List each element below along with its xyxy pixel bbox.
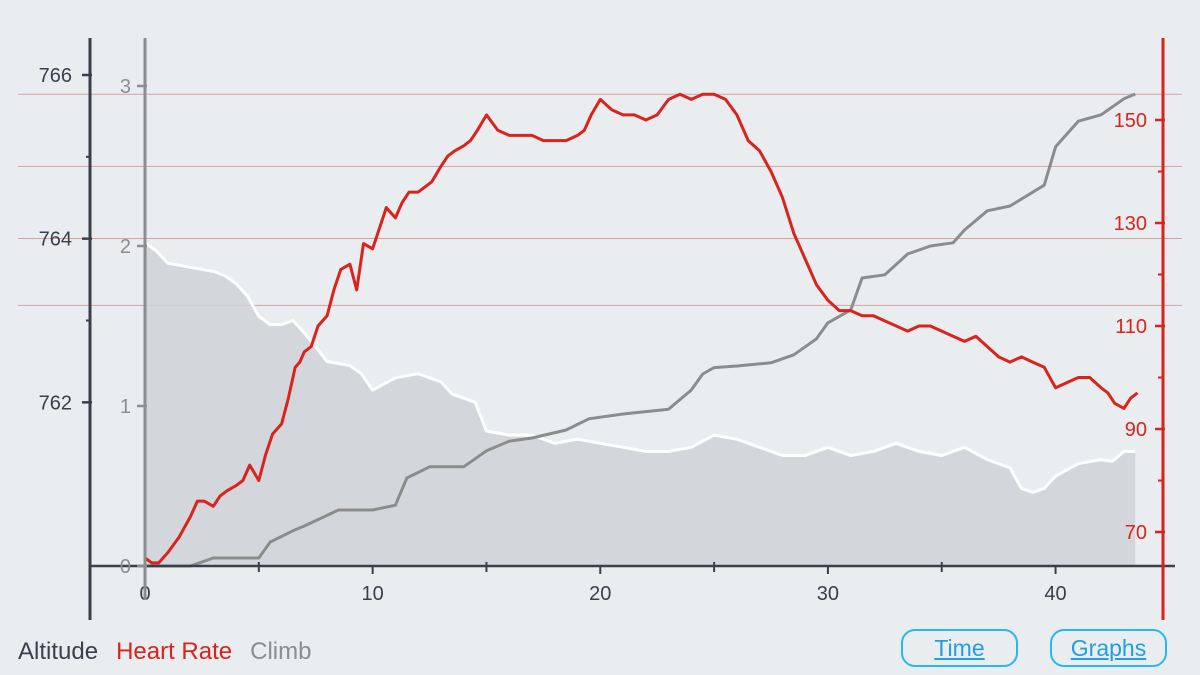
climb-tick-label-2: 2 xyxy=(120,236,131,258)
altitude-area xyxy=(145,242,1136,567)
legend-climb[interactable]: Climb xyxy=(250,638,312,665)
graphs-button[interactable]: Graphs xyxy=(1050,629,1167,667)
altitude-tick-label-764: 764 xyxy=(39,229,72,251)
x-tick-label-40: 40 xyxy=(1044,583,1066,605)
legend-altitude[interactable]: Altitude xyxy=(18,638,99,665)
x-tick-label-10: 10 xyxy=(362,583,384,605)
heart-rate-tick-label-150: 150 xyxy=(1114,110,1147,132)
chart: 01020304076276476601237090110130150 xyxy=(18,38,1182,620)
x-tick-label-30: 30 xyxy=(817,583,839,605)
climb-series xyxy=(145,92,1136,568)
altitude-tick-label-762: 762 xyxy=(39,392,72,414)
heart-rate-tick-label-110: 110 xyxy=(1115,316,1147,338)
heart-rate-tick-label-90: 90 xyxy=(1125,419,1147,441)
altitude-line xyxy=(144,241,1136,494)
heart-rate-tick-label-70: 70 xyxy=(1125,522,1147,544)
heart-rate-line xyxy=(144,92,1139,565)
axes: 01020304076276476601237090110130150 xyxy=(39,38,1175,620)
altitude-tick-label-766: 766 xyxy=(39,65,72,87)
climb-tick-label-3: 3 xyxy=(120,76,131,98)
legend-heart-rate[interactable]: Heart Rate xyxy=(116,638,233,665)
legend: Altitude Heart Rate Climb xyxy=(18,638,311,666)
heart-rate-series xyxy=(144,92,1139,565)
climb-tick-label-1: 1 xyxy=(120,396,131,418)
time-button[interactable]: Time xyxy=(901,629,1018,667)
heart-rate-tick-label-130: 130 xyxy=(1114,213,1147,235)
climb-tick-label-0: 0 xyxy=(120,556,131,578)
x-tick-label-20: 20 xyxy=(589,583,611,605)
climb-line xyxy=(145,92,1136,568)
altitude-series xyxy=(144,241,1136,567)
